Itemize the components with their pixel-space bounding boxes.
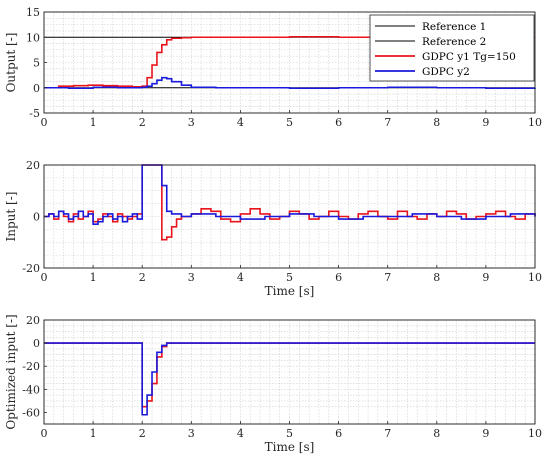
y-tick-label: -60	[22, 406, 40, 419]
y-tick-label: -5	[29, 107, 40, 120]
x-axis-label: Time [s]	[265, 440, 315, 454]
y-tick-label: -20	[22, 262, 40, 275]
x-tick-label: 4	[237, 116, 244, 129]
y-tick-label: 10	[26, 31, 40, 44]
x-tick-label: 0	[41, 427, 48, 440]
series-line	[44, 164, 536, 226]
y-tick-label: -40	[22, 383, 40, 396]
series-line	[44, 342, 535, 416]
x-tick-label: 10	[528, 116, 542, 129]
x-tick-label: 0	[41, 271, 48, 284]
x-tick-label: 9	[482, 116, 489, 129]
y-tick-label: 20	[26, 314, 40, 327]
x-tick-label: 1	[90, 427, 97, 440]
x-tick-label: 9	[482, 271, 489, 284]
legend-label: GDPC y1 Tg=150	[422, 51, 516, 63]
y-tick-label: 0	[33, 82, 40, 95]
y-tick-label: 5	[33, 57, 40, 70]
x-tick-label: 5	[286, 427, 293, 440]
y-tick-label: -20	[22, 360, 40, 373]
x-tick-label: 5	[286, 271, 293, 284]
optimized-input-axes: 0 1 2 3 4 5 6 7 8 9 10 -60 -40 -20 0 20 Optimized input …	[4, 314, 542, 454]
x-tick-label: 5	[286, 116, 293, 129]
x-tick-label: 2	[139, 116, 146, 129]
y-tick-label: 0	[33, 211, 40, 224]
x-tick-label: 3	[188, 116, 195, 129]
x-tick-label: 10	[528, 427, 542, 440]
y-tick-label: 0	[33, 337, 40, 350]
x-tick-label: 8	[433, 116, 440, 129]
x-tick-label: 6	[335, 116, 342, 129]
legend: Reference 1 Reference 2 GDPC y1 Tg=150 GDPC…	[369, 14, 535, 82]
x-tick-label: 1	[90, 271, 97, 284]
series-line	[44, 342, 535, 408]
x-tick-label: 7	[384, 116, 391, 129]
series-line	[44, 35, 535, 89]
y-axis-label: Output [-]	[4, 33, 18, 93]
x-tick-label: 7	[384, 271, 391, 284]
x-tick-label: 1	[90, 116, 97, 129]
legend-label: Reference 1	[422, 21, 486, 33]
x-tick-label: 6	[335, 271, 342, 284]
x-tick-label: 4	[237, 427, 244, 440]
x-tick-label: 3	[188, 271, 195, 284]
x-tick-label: 8	[433, 427, 440, 440]
x-tick-label: 10	[528, 271, 542, 284]
x-tick-label: 8	[433, 271, 440, 284]
x-tick-label: 3	[188, 427, 195, 440]
series-line	[44, 76, 536, 90]
legend-label: GDPC y2	[422, 66, 470, 78]
y-axis-label: Input [-]	[4, 192, 18, 242]
x-axis-label: Time [s]	[265, 284, 315, 298]
x-tick-label: 6	[335, 427, 342, 440]
y-axis-label: Optimized input [-]	[4, 314, 18, 429]
x-tick-label: 7	[384, 427, 391, 440]
legend-label: Reference 2	[422, 36, 486, 48]
x-tick-label: 4	[237, 271, 244, 284]
x-tick-label: 2	[139, 271, 146, 284]
x-tick-label: 9	[482, 427, 489, 440]
y-tick-label: 20	[26, 159, 40, 172]
y-tick-label: 15	[26, 6, 40, 19]
x-tick-label: 2	[139, 427, 146, 440]
x-tick-label: 0	[41, 116, 48, 129]
